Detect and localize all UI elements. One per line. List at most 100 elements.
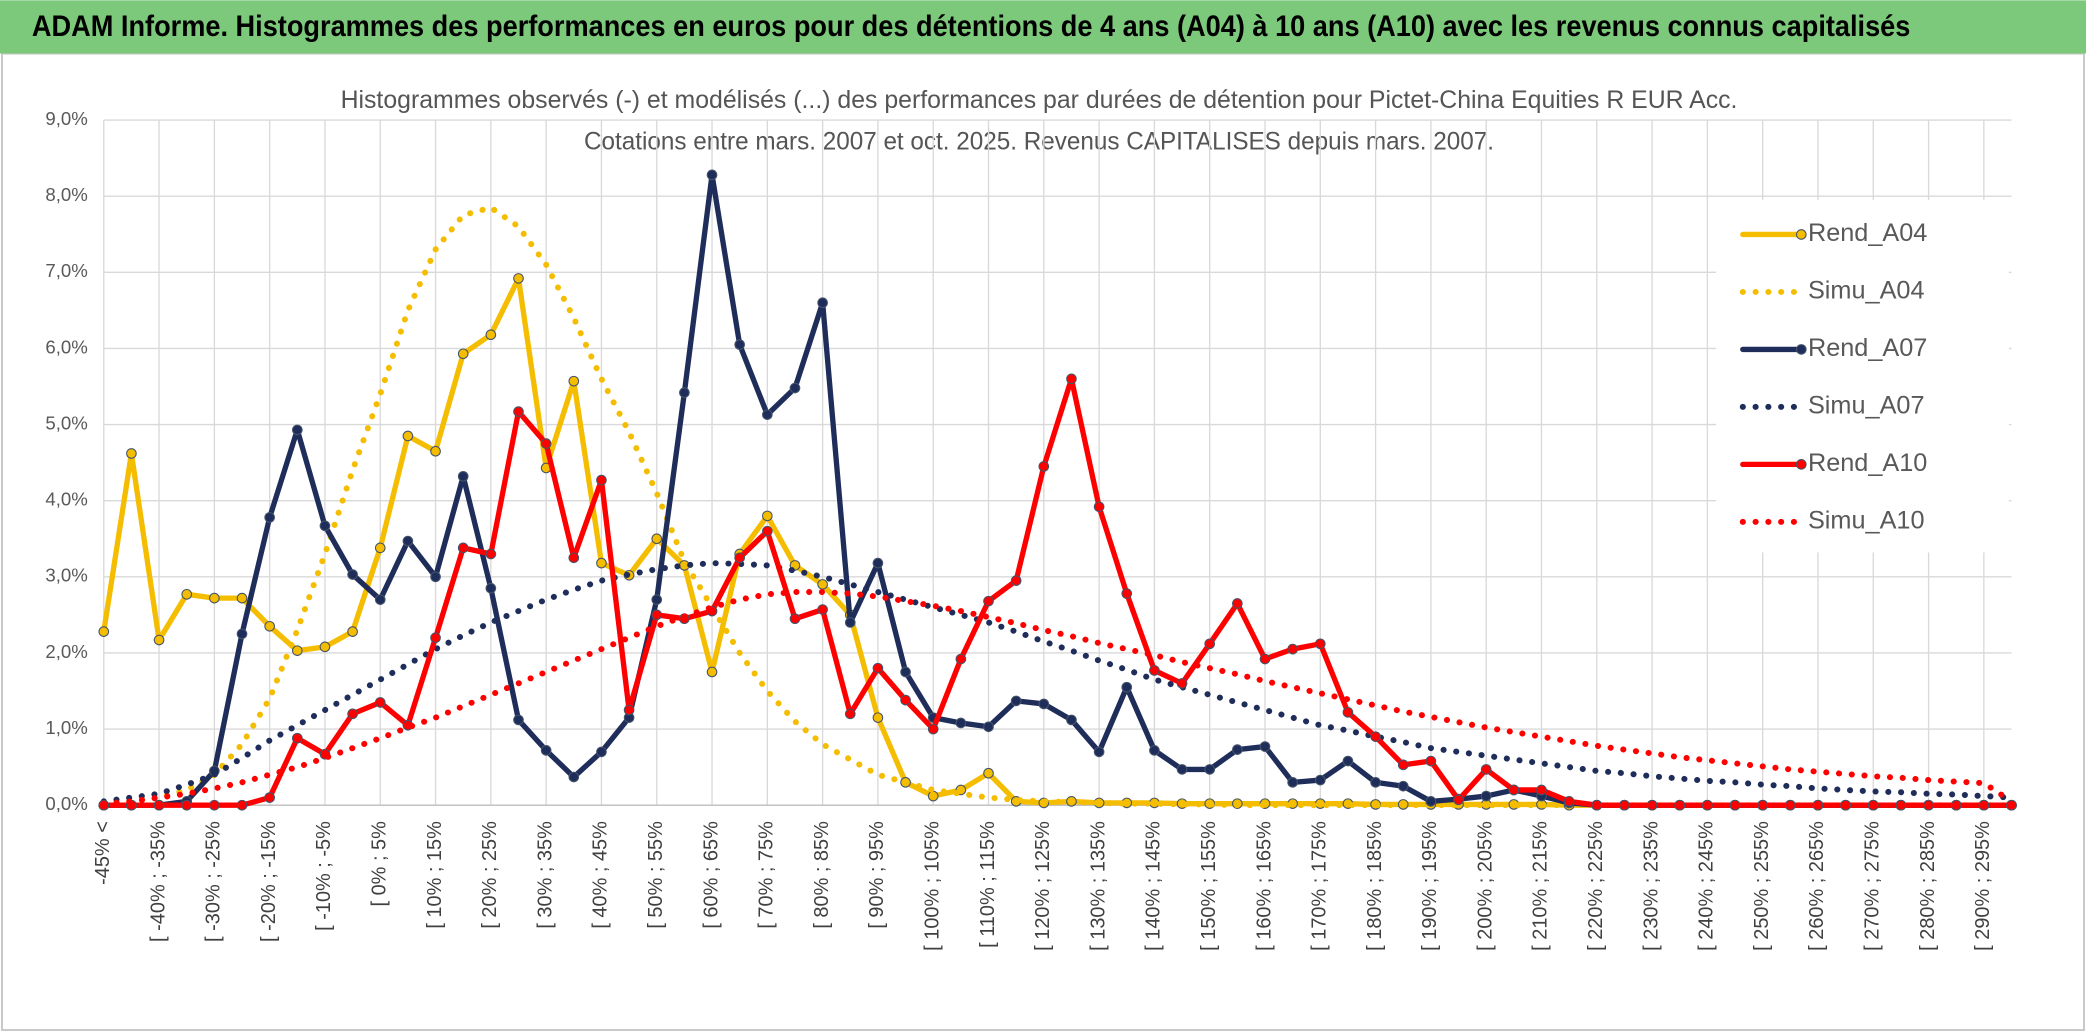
point — [1840, 799, 1851, 811]
point — [1314, 774, 1326, 786]
point — [485, 548, 497, 560]
point — [872, 557, 884, 569]
x-tick-label: [ 270% ; 275% — [1862, 821, 1884, 951]
point — [817, 579, 828, 590]
point — [1121, 588, 1133, 599]
x-tick-label: [ 20% ; 25% — [479, 821, 501, 929]
point — [1259, 653, 1271, 665]
x-tick-label: [ 40% ; 45% — [590, 821, 612, 929]
point — [1646, 799, 1658, 811]
point — [1093, 501, 1105, 513]
point — [347, 626, 358, 637]
point — [1038, 461, 1050, 472]
point — [126, 448, 137, 459]
point — [651, 533, 663, 545]
point — [1287, 777, 1298, 788]
point — [596, 474, 607, 486]
point — [1314, 638, 1326, 650]
point — [734, 339, 746, 350]
y-tick-label: 9,0% — [45, 108, 87, 129]
y-tick-label: 2,0% — [45, 641, 87, 662]
point — [1978, 799, 1990, 811]
point — [844, 617, 856, 628]
point — [1784, 799, 1796, 811]
point — [457, 542, 469, 554]
point — [485, 582, 497, 594]
chart-subtitle: Cotations entre mars. 2007 et oct. 2025.… — [584, 127, 1494, 155]
chart-subtitle: Histogrammes observés (-) et modélisés (… — [341, 86, 1738, 114]
x-tick-label: [ 260% ; 265% — [1806, 821, 1828, 951]
point — [236, 592, 248, 604]
x-tick-label: [ -30% ; -25% — [203, 821, 225, 942]
point — [2006, 799, 2017, 811]
point — [1757, 799, 1768, 811]
x-tick-label: [ 80% ; 85% — [811, 821, 833, 929]
point — [1010, 695, 1022, 707]
point — [983, 595, 994, 607]
legend-label: Simu_A10 — [1808, 506, 1925, 534]
x-tick-label: [ 230% ; 235% — [1640, 821, 1662, 951]
y-tick-label: 4,0% — [45, 489, 87, 510]
point — [1038, 698, 1050, 710]
x-tick-label: [ 100% ; 105% — [921, 821, 943, 951]
point — [457, 348, 469, 360]
point — [762, 510, 773, 522]
x-tick-label: [ -10% ; -5% — [313, 821, 335, 931]
point — [291, 424, 303, 436]
point — [1066, 373, 1077, 385]
legend-label: Rend_A10 — [1808, 449, 1927, 477]
point — [374, 542, 386, 554]
point — [264, 512, 275, 523]
legend-marker — [1795, 229, 1807, 240]
x-tick-label: [ 130% ; 135% — [1087, 821, 1109, 951]
point — [1176, 764, 1188, 775]
point — [264, 620, 275, 632]
x-tick-label: [ 120% ; 125% — [1032, 821, 1054, 951]
point — [209, 592, 220, 604]
point — [540, 438, 552, 449]
point — [1425, 755, 1437, 767]
point — [872, 712, 884, 723]
point — [1204, 764, 1216, 775]
point — [679, 387, 690, 398]
point — [374, 594, 386, 605]
legend-marker — [1795, 459, 1807, 470]
point — [817, 297, 828, 309]
point — [1093, 746, 1105, 758]
observed-line — [101, 376, 2015, 808]
point — [1176, 678, 1188, 689]
x-tick-label: [ 140% ; 145% — [1143, 821, 1165, 951]
x-tick-label: [ 200% ; 205% — [1474, 821, 1496, 951]
point — [236, 628, 248, 640]
x-tick-label: [ 60% ; 65% — [700, 821, 722, 929]
y-tick-label: 8,0% — [45, 184, 87, 205]
x-tick-label: -45% < — [92, 821, 114, 885]
point — [1066, 714, 1077, 726]
point — [596, 557, 607, 569]
point — [1453, 794, 1464, 806]
point — [872, 662, 884, 674]
point — [1425, 796, 1437, 807]
point — [153, 799, 165, 811]
x-tick-label: [ 250% ; 255% — [1751, 821, 1773, 951]
x-tick-label: [ 290% ; 295% — [1972, 821, 1994, 951]
legend-box — [1716, 199, 2009, 553]
x-tick-label: [ 210% ; 215% — [1530, 821, 1552, 951]
point — [1342, 706, 1354, 718]
x-tick-label: [ 90% ; 95% — [866, 821, 888, 929]
y-tick-label: 7,0% — [45, 260, 87, 281]
point — [1397, 759, 1409, 771]
x-tick-label: [ 10% ; 15% — [424, 821, 446, 929]
point — [1149, 665, 1160, 676]
point — [319, 641, 331, 653]
point — [1232, 598, 1243, 609]
x-tick-label: [ 50% ; 55% — [645, 821, 667, 929]
y-tick-label: 6,0% — [45, 336, 87, 357]
point — [651, 609, 663, 621]
point — [264, 792, 275, 803]
point — [457, 471, 469, 482]
point — [1729, 799, 1741, 811]
model-line — [100, 204, 2015, 809]
point — [1480, 764, 1492, 775]
point — [347, 569, 358, 580]
